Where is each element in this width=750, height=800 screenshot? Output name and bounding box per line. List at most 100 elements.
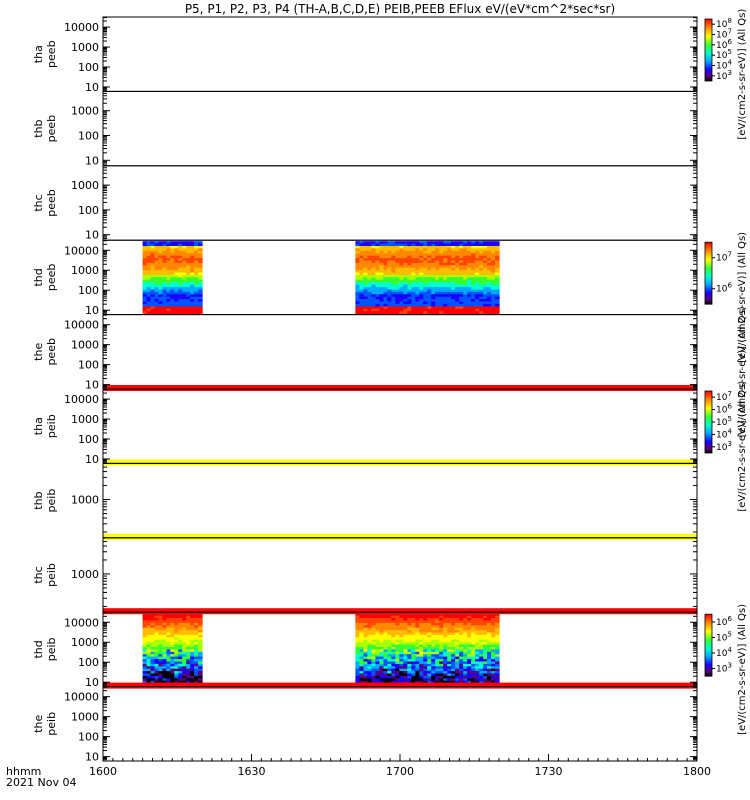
y-tick-label: 100 xyxy=(78,61,99,74)
colorbar-label: [eV/(cm2-s-sr-eV)] (All Qs) xyxy=(737,381,748,512)
y-tick-label: 1000 xyxy=(71,636,99,649)
panel-frame xyxy=(102,686,698,762)
y-tick-label: 1000 xyxy=(71,413,99,426)
panel-label: thc xyxy=(32,566,45,583)
colorbar-tick-label: 107 xyxy=(716,28,732,41)
colorbar-tick-label: 105 xyxy=(716,630,732,643)
panel-frame xyxy=(102,90,698,167)
colorbar-tick-label: 104 xyxy=(716,646,732,659)
panel-label: thd xyxy=(32,640,45,658)
panel-thc-peib: 1000 thc peib xyxy=(32,537,698,615)
spectrogram-block xyxy=(142,241,203,315)
colorbar-tick-label: 103 xyxy=(716,661,732,674)
panel-fill-line xyxy=(103,459,697,466)
panel-label: peib xyxy=(45,489,58,513)
colorbar-tick-label: 107 xyxy=(716,390,732,403)
panel-label: peib xyxy=(45,563,58,587)
y-tick-label: 10 xyxy=(85,154,99,167)
y-tick-label: 10 xyxy=(85,751,99,764)
y-tick-label: 10000 xyxy=(64,21,99,34)
colorbar-tick-label: 106 xyxy=(716,615,732,628)
colorbar-tick-label: 107 xyxy=(716,251,732,264)
x-tick-label: 1730 xyxy=(535,765,563,778)
y-tick-label: 1000 xyxy=(71,179,99,192)
panel-label: the xyxy=(32,715,45,733)
panel-fill-line xyxy=(103,533,697,540)
panel-the-peeb: 10000 1000 100 10 the peeb [eV/(cm2-s-sr-eV)] … xyxy=(32,306,748,437)
y-tick-label: 10 xyxy=(85,453,99,466)
panel-frame xyxy=(102,165,698,241)
y-tick-label: 10000 xyxy=(64,319,99,332)
x-tick-label: 1600 xyxy=(89,765,117,778)
panel-the-peib: 10000 1000 100 10 the peib xyxy=(32,686,698,764)
panel-thb-peeb: 1000 100 10 thb peeb xyxy=(32,90,698,167)
panel-tha-peeb: 10000 1000 100 10 tha peeb 103104105106107108[… xyxy=(32,9,748,140)
panel-label: peib xyxy=(45,712,58,736)
colorbar-tick-label: 108 xyxy=(716,17,732,30)
panel-label: peeb xyxy=(45,338,58,366)
panel-label: tha xyxy=(32,45,45,63)
panel-frame xyxy=(102,314,698,390)
y-tick-label: 10 xyxy=(85,379,99,392)
panel-label: thd xyxy=(32,268,45,286)
x-date-label: 2021 Nov 04 xyxy=(6,776,76,789)
y-tick-label: 10 xyxy=(85,81,99,94)
colorbar-tick-label: 104 xyxy=(716,59,732,72)
panel-label: thc xyxy=(32,194,45,211)
spectrogram-block xyxy=(142,613,203,687)
spectrogram-block xyxy=(355,613,500,687)
panel-label: peib xyxy=(45,637,58,661)
y-tick-label: 100 xyxy=(78,433,99,446)
colorbar-tick-label: 103 xyxy=(716,440,732,453)
y-tick-label: 100 xyxy=(78,204,99,217)
y-tick-label: 1000 xyxy=(71,41,99,54)
colorbar-label: [eV/(cm2-s-sr-eV)] (All Qs) xyxy=(737,306,748,437)
colorbar-label: [eV/(cm2-s-sr-eV)] (All Qs) xyxy=(737,604,748,735)
panel-fill-line xyxy=(103,682,697,689)
panel-frame xyxy=(102,462,698,539)
colorbar-tick-label: 106 xyxy=(716,282,732,295)
y-tick-label: 10000 xyxy=(64,393,99,406)
y-tick-label: 100 xyxy=(78,731,99,744)
x-unit-label: hhmm xyxy=(6,765,41,778)
colorbar-tick-label: 106 xyxy=(716,403,732,416)
y-tick-label: 10000 xyxy=(64,691,99,704)
y-tick-label: 1000 xyxy=(71,568,99,581)
panel-thc-peeb: 1000 100 10 thc peeb xyxy=(32,165,698,242)
spectrogram-block xyxy=(355,241,500,315)
panel-fill-line xyxy=(103,385,697,391)
colorbar-label: [eV/(cm2-s-sr-eV)] (All Qs) xyxy=(737,232,748,363)
colorbar: [eV/(cm2-s-sr-eV)] (All Qs) xyxy=(737,306,748,437)
colorbar-tick-label: 105 xyxy=(716,48,732,61)
panel-label: peib xyxy=(45,414,58,438)
y-tick-label: 100 xyxy=(78,656,99,669)
y-tick-label: 1000 xyxy=(71,339,99,352)
colorbar-tick-label: 106 xyxy=(716,38,732,51)
y-tick-label: 1000 xyxy=(71,494,99,507)
y-tick-label: 1000 xyxy=(71,105,99,118)
y-tick-label: 1000 xyxy=(71,711,99,724)
panel-label: peeb xyxy=(45,264,58,292)
colorbar: 103 104 105 106 [eV/(cm2-s-sr-eV)] (All Qs) xyxy=(704,604,748,735)
x-tick-label: 1700 xyxy=(386,765,414,778)
y-tick-label: 100 xyxy=(78,359,99,372)
panel-label: thb xyxy=(32,119,45,137)
x-tick-label: 1800 xyxy=(683,765,711,778)
y-tick-label: 10 xyxy=(85,304,99,317)
panel-label: tha xyxy=(32,417,45,435)
y-tick-label: 1000 xyxy=(71,264,99,277)
colorbar-tick-label: 104 xyxy=(716,427,732,440)
figure-title: P5, P1, P2, P3, P4 (TH-A,B,C,D,E) PEIB,P… xyxy=(185,2,615,16)
y-tick-label: 10 xyxy=(85,229,99,242)
panel-thb-peib: 1000 thb peib xyxy=(32,462,698,540)
x-tick-label: 1630 xyxy=(238,765,266,778)
panel-label: peeb xyxy=(45,115,58,143)
y-tick-label: 10000 xyxy=(64,244,99,257)
